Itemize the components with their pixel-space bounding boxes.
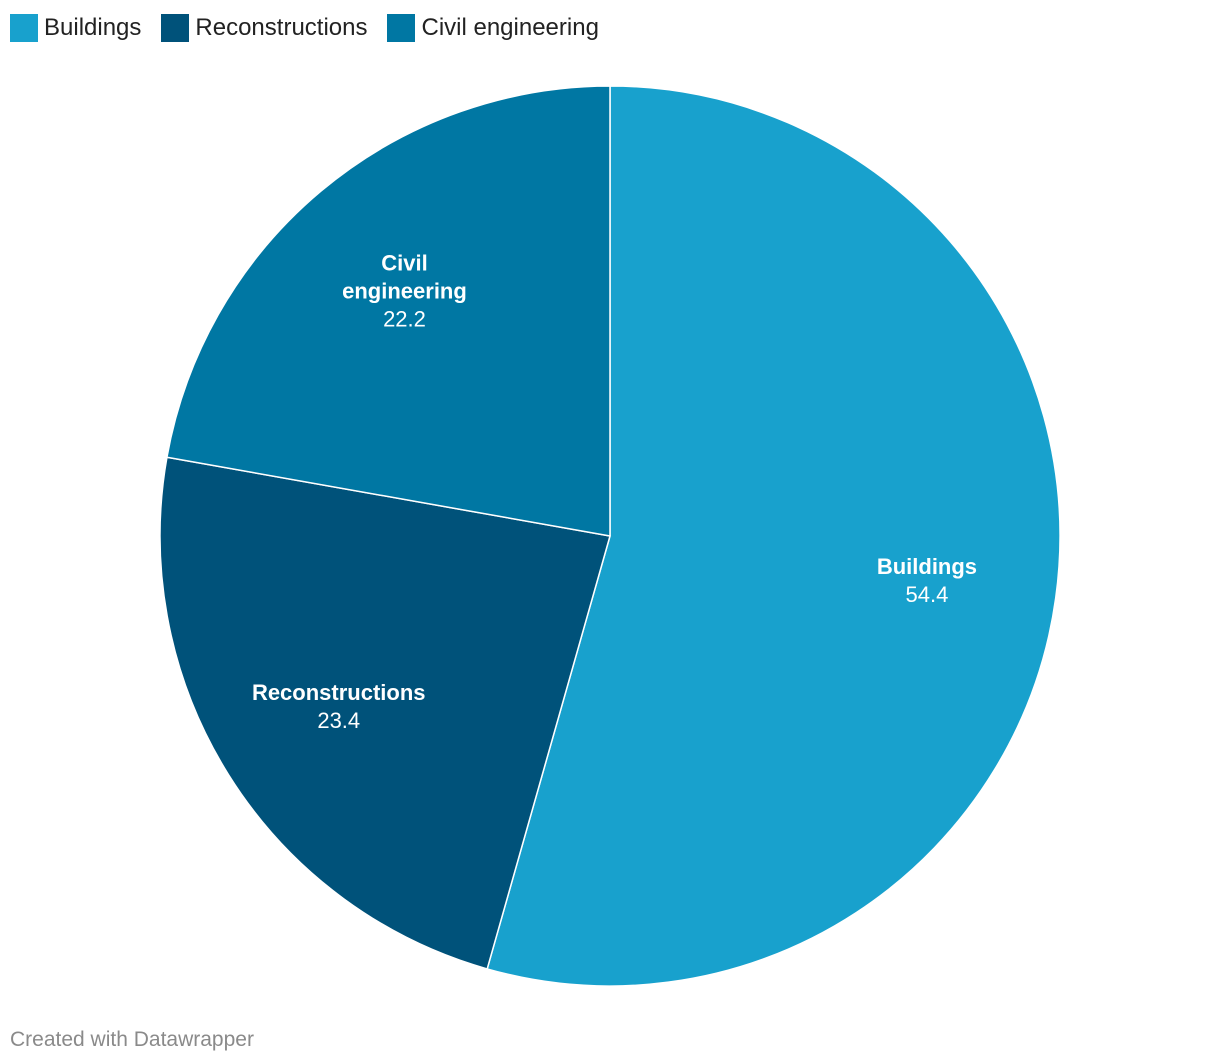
pie-slice-buildings[interactable] bbox=[486, 85, 1061, 987]
slice-name-civil-engineering: engineering bbox=[342, 279, 467, 304]
slice-value-buildings: 54.4 bbox=[906, 582, 949, 607]
slice-label-buildings: Buildings 54.4 bbox=[877, 554, 977, 607]
legend-item-civil-engineering[interactable]: Civil engineering bbox=[387, 14, 599, 42]
slice-value-civil-engineering: 22.2 bbox=[383, 307, 426, 332]
legend-swatch-reconstructions bbox=[161, 14, 190, 42]
legend-label-reconstructions: Reconstructions bbox=[195, 14, 368, 41]
slice-value-reconstructions: 23.4 bbox=[317, 708, 360, 733]
legend-label-buildings: Buildings bbox=[44, 14, 142, 41]
pie-slice-reconstructions[interactable] bbox=[159, 456, 611, 970]
chart-legend: Buildings Reconstructions Civil engineer… bbox=[10, 12, 599, 44]
slice-label-civil-engineering: Civil engineering 22.2 bbox=[342, 251, 467, 332]
legend-swatch-civil-engineering bbox=[387, 14, 416, 42]
pie-slice-civil-engineering[interactable] bbox=[166, 85, 611, 537]
legend-swatch-buildings bbox=[10, 14, 38, 42]
slice-name-civil-engineering: Civil bbox=[381, 251, 427, 276]
slice-name-buildings: Buildings bbox=[877, 554, 977, 579]
legend-item-reconstructions[interactable]: Reconstructions bbox=[161, 14, 367, 42]
legend-item-buildings[interactable]: Buildings bbox=[10, 14, 141, 42]
footer-credit: Created with Datawrapper bbox=[10, 1028, 254, 1051]
legend-label-civil-engineering: Civil engineering bbox=[421, 14, 599, 41]
slice-label-reconstructions: Reconstructions 23.4 bbox=[252, 680, 426, 733]
slice-name-reconstructions: Reconstructions bbox=[252, 680, 426, 705]
